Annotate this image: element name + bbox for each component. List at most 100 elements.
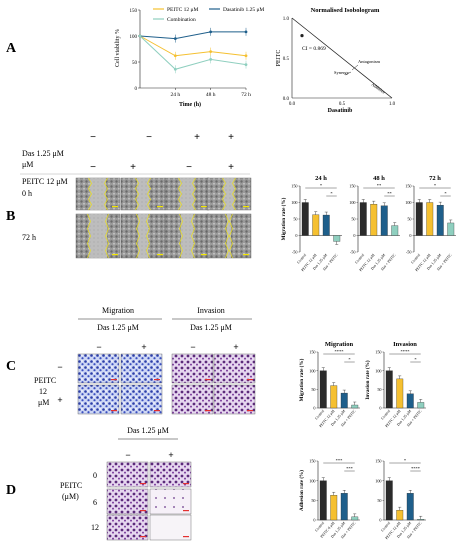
scratch-edge-line: [232, 177, 236, 211]
time-label-0h: 0 h: [22, 189, 32, 198]
c-col-sign-1: −: [96, 342, 101, 352]
y-tick-label: 150: [309, 350, 315, 355]
bar: [370, 203, 378, 236]
y-tick-label: 50: [311, 498, 315, 503]
das-sign-1: −: [90, 132, 96, 143]
c-peitc-dose: 12: [39, 387, 47, 396]
y-tick-label: 1.0: [283, 17, 290, 22]
adhesion-images: [106, 461, 192, 541]
bar: [417, 519, 425, 521]
significance-label: ***: [346, 466, 354, 471]
scratch-gap: [90, 178, 106, 210]
d-dose-0: 0: [93, 471, 97, 480]
significance-label: ***: [336, 458, 344, 463]
bar: [415, 202, 423, 236]
significance-label: *: [320, 183, 323, 188]
x-tick-label: 0.0: [289, 102, 296, 107]
y-tick-label: 0: [379, 406, 381, 411]
d-col-sign-1: −: [125, 450, 130, 460]
data-point: [244, 30, 248, 34]
peitc-sign-4: +: [228, 162, 234, 173]
scratch-gap: [138, 214, 148, 258]
bar: [391, 225, 399, 236]
y-tick-label: 0: [409, 233, 411, 238]
migration-image: [77, 384, 120, 415]
y-tick-label: 150: [130, 9, 138, 14]
scratch-edge-line: [222, 177, 226, 211]
scratch-gap: [227, 214, 231, 258]
d-dose-12: 12: [91, 523, 99, 532]
annotation-antagonism: Antagonism: [358, 59, 380, 64]
scale-bar: [205, 410, 211, 412]
significance-label: ****: [335, 349, 345, 354]
bar-chart-C-migration: Migration 150 100 50 0 Migration rate (%) Cont…: [298, 341, 360, 428]
scratch-gap: [224, 178, 234, 210]
legend-entry-peitc: PEITC 12 μM: [167, 7, 198, 13]
y-tick-label: 50: [377, 387, 381, 392]
scratch-edge-line: [104, 177, 108, 211]
significance-label: *: [348, 357, 351, 362]
das-sign-4: +: [228, 132, 234, 143]
panel-label-a: A: [6, 41, 17, 56]
y-tick-label: 150: [309, 459, 315, 464]
y-tick-label: 0: [379, 518, 381, 523]
scale-bar: [157, 254, 163, 256]
bar: [426, 202, 434, 236]
bar: [322, 214, 330, 236]
adhesion-image: [149, 488, 192, 515]
peitc-sign-1: −: [90, 162, 96, 173]
y-tick-label: 0: [353, 233, 355, 238]
c-col-sign-2: +: [141, 342, 146, 352]
bar: [396, 378, 404, 409]
scale-bar: [111, 379, 117, 381]
bar: [330, 385, 338, 409]
scratch-edge-line: [88, 177, 92, 211]
series-line-2: [139, 35, 247, 70]
scale-bar: [183, 536, 189, 538]
data-point: [138, 34, 142, 38]
y-axis-label: PEITC: [276, 50, 282, 67]
x-tick-label: 24 h: [171, 92, 181, 98]
y-axis-label: Adhesion rate (%): [298, 470, 305, 511]
y-tick-label: 50: [293, 217, 297, 222]
y-tick-label: 150: [375, 459, 381, 464]
scratch-edge-line: [135, 177, 139, 211]
bar-chart-C-invasion: Invasion 150 100 50 0 Invasion rate (%) Contro…: [364, 341, 426, 428]
category-label: Control: [410, 253, 421, 264]
adhesion-image: [106, 461, 149, 488]
bar: [301, 202, 309, 236]
significance-label: *: [414, 357, 417, 362]
y-tick-label: 50: [311, 387, 315, 392]
x-tick-label: 48 h: [206, 92, 216, 98]
panel-label-d: D: [6, 483, 16, 498]
data-point: [209, 30, 213, 34]
bar: [359, 202, 367, 236]
bar: [351, 404, 359, 409]
scratch-assay-conditions: Das 1.25 μM μM PEITC 12 μM 0 h 72 h − − …: [20, 132, 250, 242]
scratch-edge-line: [178, 177, 182, 211]
series-line-1: [139, 31, 246, 40]
das-sign-2: −: [146, 132, 152, 143]
scratch-gap: [181, 214, 193, 258]
adhesion-image: [149, 461, 192, 488]
panel-label-c: C: [6, 359, 16, 374]
invasion-image: [171, 353, 214, 384]
bar: [406, 393, 414, 409]
scratch-edge-line: [136, 213, 140, 259]
chart-title: Invasion: [393, 341, 417, 348]
x-tick-label: 1.0: [389, 102, 396, 107]
isobologram-chart: Normalised Isobologram 1.0 0.5 0.00.0 0.5 1.…: [276, 7, 396, 114]
bar: [333, 235, 341, 242]
d-peitc-unit: (μM): [62, 492, 79, 501]
y-tick-label: 50: [407, 217, 411, 222]
y-tick-label: -50: [406, 250, 412, 255]
scratch-assay-images: [75, 177, 252, 259]
y-tick-label: 0: [313, 406, 315, 411]
scratch-edge-line: [179, 213, 183, 259]
chart-title: 72 h: [429, 175, 441, 182]
significance-label: *: [444, 191, 447, 196]
annotation-synergy: Synergy: [334, 70, 350, 75]
scratch-gap: [137, 178, 149, 210]
